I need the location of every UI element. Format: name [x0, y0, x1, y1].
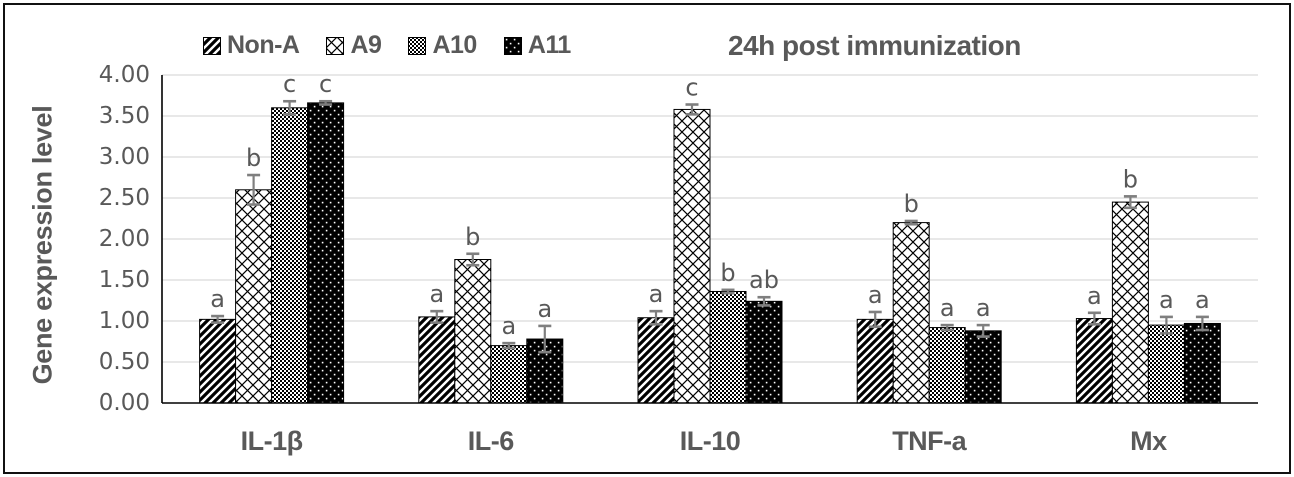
bar-A10-Mx	[1147, 324, 1185, 404]
y-tick-label: 0.00	[98, 390, 150, 416]
legend-item-a9: A9	[326, 31, 382, 60]
significance-letter: b	[720, 259, 735, 287]
bar-A11-IL-10	[745, 300, 783, 404]
category-label-TNF-a: TNF-a	[892, 426, 967, 456]
legend-label: A11	[527, 31, 571, 59]
y-tick-label: 3.50	[98, 103, 150, 129]
legend-item-a10: A10	[408, 31, 477, 60]
significance-letter: a	[1195, 286, 1210, 314]
error-bar	[685, 103, 699, 116]
bar-Non-A-IL-10	[637, 317, 675, 404]
error-bar	[904, 219, 918, 226]
significance-letter: b	[246, 144, 261, 172]
error-bar	[283, 99, 297, 116]
legend-label: A10	[432, 31, 477, 59]
chart-title: 24h post immunization	[728, 30, 1021, 61]
legend-swatch-fine-checker-icon	[408, 36, 427, 55]
significance-letter: a	[940, 294, 955, 322]
significance-letter: a	[1087, 282, 1102, 310]
error-bar	[757, 295, 771, 307]
error-bar	[211, 314, 225, 324]
error-bar	[247, 173, 261, 206]
significance-letter: a	[976, 294, 991, 322]
legend-label: A9	[350, 31, 382, 59]
bar-A11-IL-1β	[307, 102, 345, 404]
category-label-IL-10: IL-10	[679, 426, 741, 456]
bar-A10-IL-10	[709, 290, 747, 404]
y-tick-label: 2.50	[98, 185, 150, 211]
significance-letter: c	[685, 74, 698, 102]
legend-swatch-diagonal-stripes-icon	[203, 36, 221, 55]
bar-A10-IL-1β	[271, 107, 309, 404]
bar-Non-A-TNF-a	[856, 318, 894, 404]
significance-letter: b	[1123, 165, 1138, 193]
legend-swatch-diamond-crosshatch-icon	[326, 36, 345, 55]
significance-letter: a	[537, 295, 552, 323]
bar-A11-TNF-a	[964, 330, 1002, 404]
bar-A11-Mx	[1183, 322, 1221, 404]
bar-Non-A-IL-1β	[199, 318, 237, 404]
y-tick-label: 1.50	[98, 267, 150, 293]
error-bar	[319, 99, 333, 106]
y-tick-label: 0.50	[98, 349, 150, 375]
significance-letter: a	[868, 281, 883, 309]
significance-letter: a	[429, 280, 444, 308]
significance-letter: c	[283, 70, 296, 98]
legend: Non-A A9 A10 A11	[203, 31, 571, 60]
category-label-Mx: Mx	[1130, 426, 1167, 456]
bar-A10-TNF-a	[928, 327, 966, 404]
legend-swatch-dotted-black-icon	[503, 36, 522, 55]
error-bar	[721, 288, 735, 295]
bar-Non-A-IL-6	[418, 316, 456, 404]
significance-letter: a	[210, 285, 225, 313]
error-bar	[940, 323, 954, 332]
y-tick-label: 1.00	[98, 308, 150, 334]
category-label-IL-1β: IL-1β	[240, 426, 303, 456]
bar-A9-IL-1β	[235, 189, 273, 404]
axes	[161, 75, 1258, 404]
significance-letter: a	[501, 312, 516, 340]
category-label-IL-6: IL-6	[467, 426, 515, 456]
bar-A9-Mx	[1111, 201, 1149, 404]
y-tick-label: 4.00	[98, 62, 150, 88]
y-tick-label: 2.00	[98, 226, 150, 252]
significance-letter: b	[904, 190, 919, 218]
y-tick-label: 3.00	[98, 144, 150, 170]
significance-letter: b	[465, 223, 480, 251]
bar-A10-IL-6	[490, 345, 528, 404]
bar-Non-A-Mx	[1075, 318, 1113, 404]
bar-A9-TNF-a	[892, 222, 930, 404]
legend-item-a11: A11	[503, 31, 571, 60]
error-bar	[1087, 311, 1101, 326]
error-bar	[976, 323, 990, 338]
error-bar	[649, 309, 663, 326]
bar-A9-IL-10	[673, 108, 711, 404]
error-bar	[538, 324, 552, 354]
error-bar	[1195, 315, 1209, 332]
error-bar	[1123, 195, 1137, 210]
error-bar	[430, 309, 444, 324]
legend-item-non-a: Non-A	[203, 31, 300, 60]
error-bar	[466, 252, 480, 267]
bar-A9-IL-6	[454, 259, 492, 404]
significance-letter: a	[1159, 286, 1174, 314]
legend-label: Non-A	[227, 31, 300, 59]
significance-letter: c	[319, 70, 332, 98]
significance-letter: a	[649, 280, 664, 308]
error-bar	[1159, 315, 1173, 335]
error-bar	[868, 310, 882, 329]
error-bar	[502, 341, 516, 350]
significance-letter: ab	[749, 266, 779, 294]
